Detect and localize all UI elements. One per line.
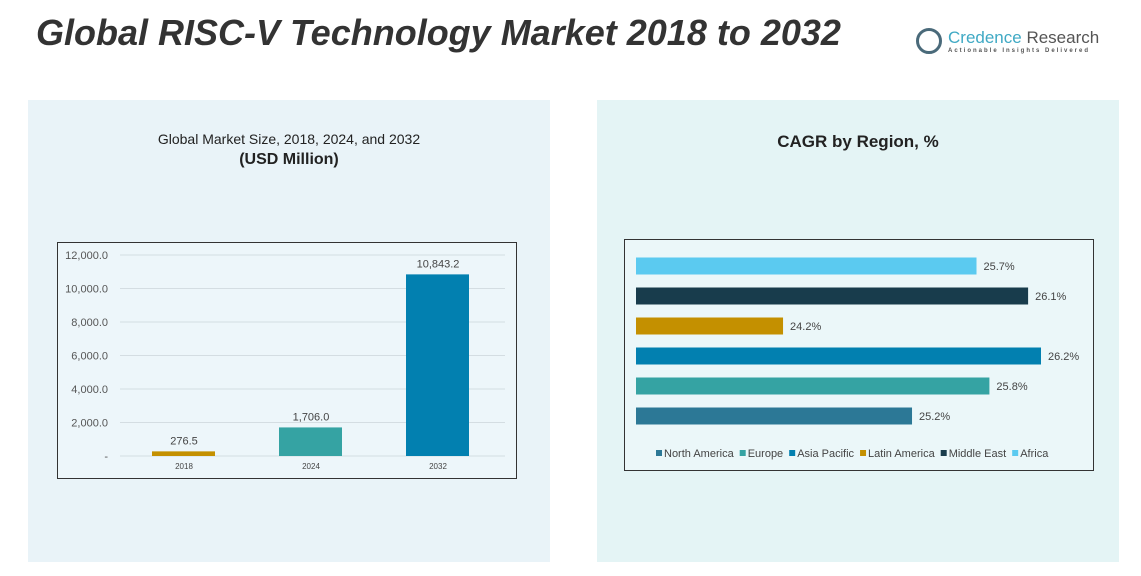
bar-middle-east	[636, 287, 1029, 305]
logo-tagline: Actionable Insights Delivered	[948, 48, 1091, 54]
legend-item: North America	[664, 448, 735, 460]
bar-europe	[636, 377, 990, 395]
bar-north-america	[636, 407, 913, 425]
y-tick-label: 6,000.0	[71, 351, 108, 363]
legend-swatch	[739, 450, 746, 456]
bar-2018	[152, 451, 215, 456]
bar-latin-america	[636, 317, 784, 335]
bar-2024	[279, 427, 342, 456]
bar-2032	[406, 274, 469, 456]
y-tick-label: 12,000.0	[65, 250, 108, 262]
legend-swatch	[860, 450, 867, 456]
data-label: 276.5	[170, 435, 198, 447]
data-label: 25.8%	[996, 381, 1027, 393]
data-label: 10,843.2	[417, 258, 460, 270]
chart-subtitle: Global Market Size, 2018, 2024, and 2032	[157, 131, 421, 147]
chart-unit: (USD Million)	[239, 151, 339, 168]
legend-item: Latin America	[868, 448, 936, 460]
legend-swatch	[1012, 450, 1019, 456]
data-label: 26.1%	[1035, 291, 1066, 303]
data-label: 25.7%	[984, 261, 1015, 273]
bar-asia-pacific	[636, 347, 1041, 365]
x-tick-label: 2018	[175, 462, 193, 471]
bar-africa	[636, 257, 977, 275]
chart-title: CAGR by Region, %	[777, 132, 939, 151]
legend-item: Africa	[1020, 448, 1049, 460]
page-title: Global RISC-V Technology Market 2018 to …	[36, 12, 841, 53]
data-label: 24.2%	[790, 321, 821, 333]
data-label: 26.2%	[1048, 351, 1079, 363]
logo-chart-icon	[916, 28, 942, 54]
data-label: 1,706.0	[293, 411, 330, 423]
legend-swatch	[789, 450, 796, 456]
legend-item: Asia Pacific	[797, 448, 854, 460]
y-tick-label: 8,000.0	[71, 317, 108, 329]
y-tick-label: 2,000.0	[71, 418, 108, 430]
logo: Credence Research Actionable Insights De…	[916, 28, 1099, 54]
data-label: 25.2%	[919, 411, 950, 423]
legend-swatch	[656, 450, 662, 456]
y-tick-label: -	[104, 451, 108, 463]
legend-item: Europe	[748, 448, 783, 460]
y-tick-label: 10,000.0	[65, 284, 108, 296]
x-tick-label: 2024	[302, 462, 320, 471]
legend-swatch	[940, 450, 947, 456]
logo-name: Credence	[948, 28, 1022, 47]
y-tick-label: 4,000.0	[71, 384, 108, 396]
x-tick-label: 2032	[429, 462, 447, 471]
logo-name-2: Research	[1026, 28, 1100, 47]
legend-item: Middle East	[949, 448, 1006, 460]
